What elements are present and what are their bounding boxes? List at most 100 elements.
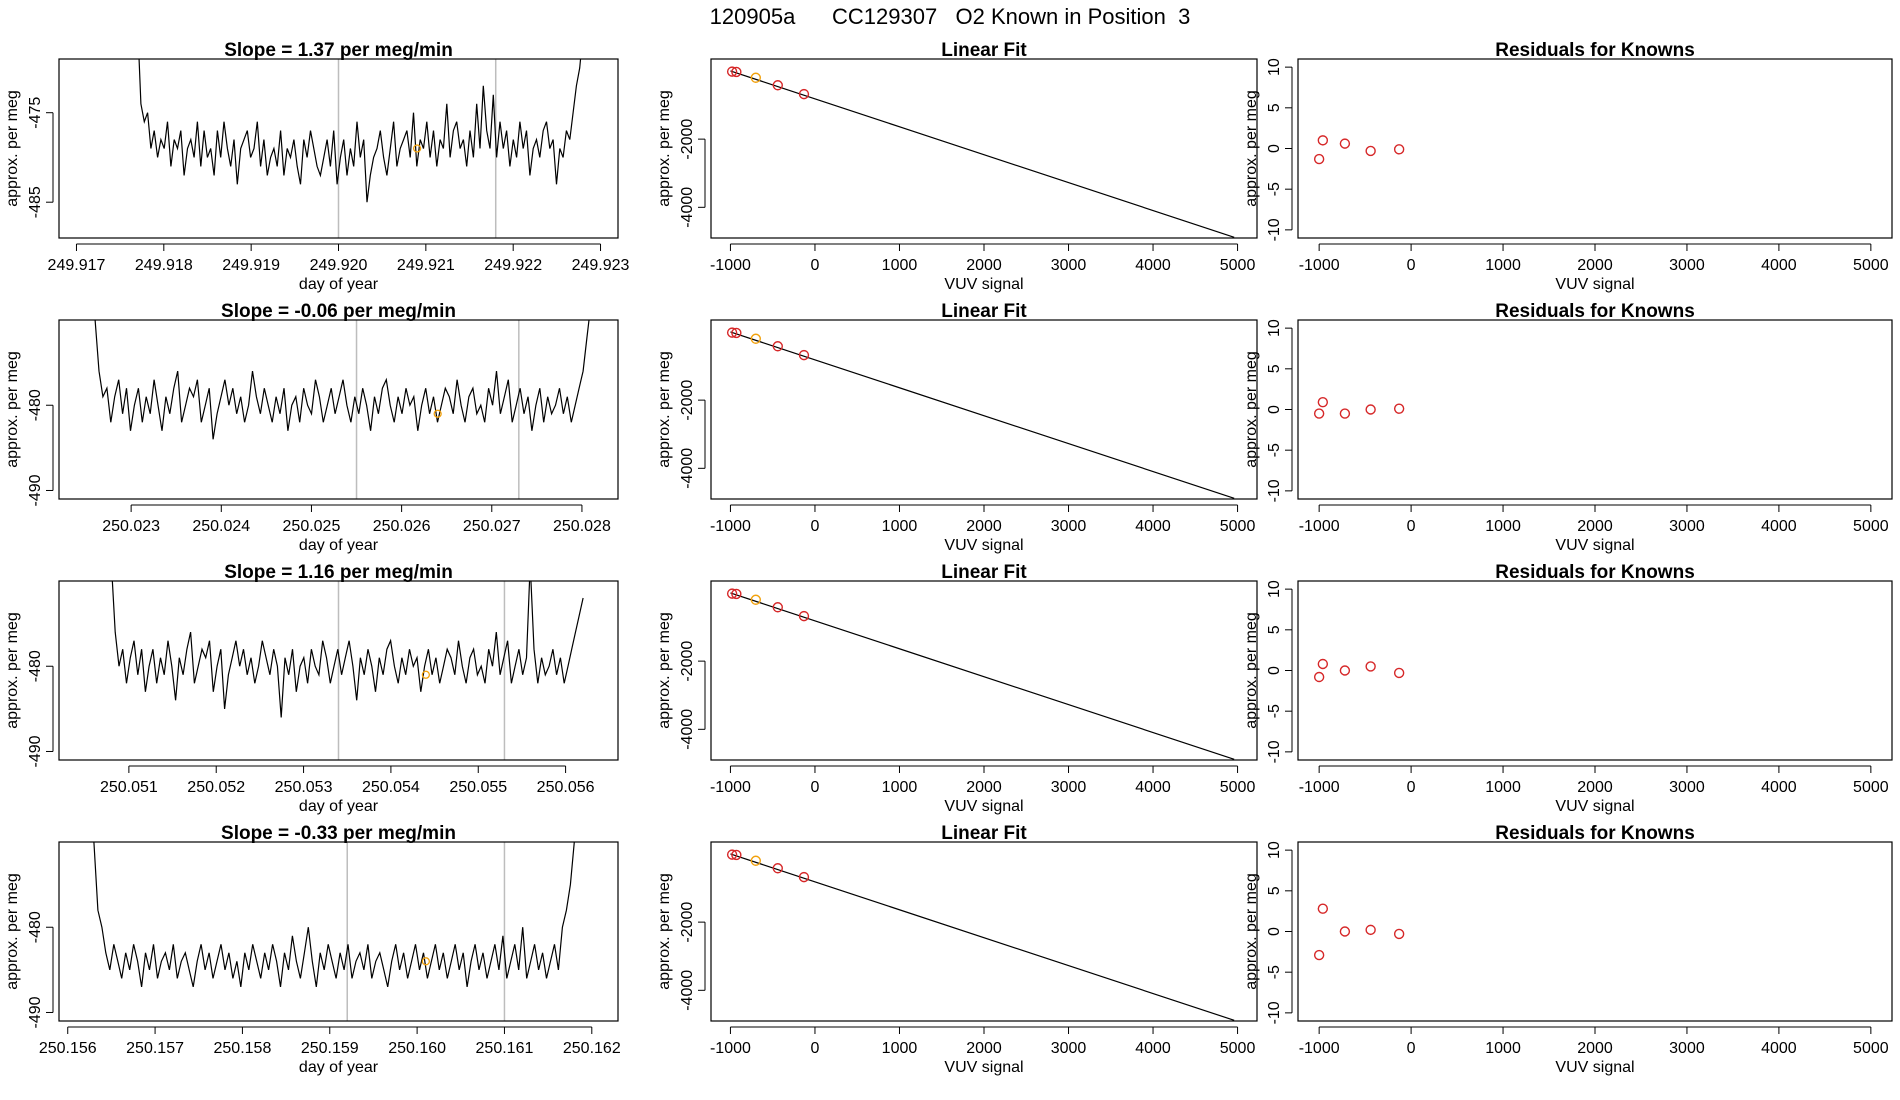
y-axis-label: approx. per meg <box>656 351 673 468</box>
unknown-point <box>750 72 761 83</box>
x-axis-label: VUV signal <box>1555 1059 1634 1076</box>
y-tick-label: -10 <box>1266 479 1283 502</box>
y-axis-label: approx. per meg <box>1243 351 1260 468</box>
known-point <box>1365 661 1376 672</box>
y-tick-label: -475 <box>27 97 44 129</box>
x-tick-label: 249.920 <box>310 257 368 274</box>
x-tick-label: 5000 <box>1853 518 1889 535</box>
x-tick-label: 250.158 <box>214 1040 272 1057</box>
known-point <box>1339 926 1351 937</box>
plot-frame <box>710 58 1258 239</box>
fit-line <box>730 853 1235 1021</box>
x-tick-label: 250.055 <box>449 779 507 796</box>
x-tick-label: 250.056 <box>537 779 595 796</box>
y-axis-label: approx. per meg <box>656 90 673 207</box>
x-tick-label: 1000 <box>882 518 918 535</box>
x-tick-label: 0 <box>811 518 820 535</box>
y-tick-label: -480 <box>27 650 44 682</box>
data-series-line <box>138 59 582 203</box>
unknown-point <box>433 409 442 418</box>
x-tick-label: 250.053 <box>275 779 333 796</box>
y-tick-label: 0 <box>1266 405 1283 414</box>
x-tick-label: 2000 <box>1577 518 1613 535</box>
y-tick-label: -4000 <box>679 709 696 750</box>
y-tick-label: -2000 <box>679 641 696 682</box>
y-tick-label: -10 <box>1266 1001 1283 1024</box>
x-axis-label: VUV signal <box>944 537 1023 554</box>
known-point <box>726 849 738 860</box>
chart-panel-2-2: Linear Fit VUV signal approx. per meg -1000… <box>656 301 1258 554</box>
plot-frame <box>1297 319 1893 500</box>
x-tick-label: 2000 <box>1577 779 1613 796</box>
x-axis-label: day of year <box>299 537 379 554</box>
y-tick-label: 10 <box>1266 580 1283 598</box>
chart-panel-2-1: Linear Fit VUV signal approx. per meg -1000… <box>656 40 1258 293</box>
x-tick-label: 1000 <box>1485 779 1521 796</box>
x-tick-label: -1000 <box>710 779 751 796</box>
data-series-line <box>93 842 575 988</box>
plot-area <box>726 327 1235 499</box>
x-tick-label: 250.024 <box>192 518 250 535</box>
x-tick-label: 2000 <box>1577 257 1613 274</box>
chart-panel-3-2: Residuals for Knowns VUV signal approx. pe… <box>1243 301 1893 554</box>
x-tick-label: -1000 <box>1299 779 1340 796</box>
known-point <box>1339 665 1351 676</box>
y-tick-label: 5 <box>1266 364 1283 373</box>
y-axis-label: approx. per meg <box>4 873 21 990</box>
chart-title: Slope = 1.16 per meg/min <box>224 562 453 583</box>
y-tick-label: -10 <box>1266 740 1283 763</box>
y-axis-label: approx. per meg <box>656 873 673 990</box>
x-tick-label: 4000 <box>1761 518 1797 535</box>
y-axis-label: approx. per meg <box>1243 612 1260 729</box>
unknown-point <box>412 144 422 153</box>
chart-title: Residuals for Knowns <box>1495 562 1695 583</box>
chart-panel-1-2: Slope = -0.06 per meg/min day of year appr… <box>4 301 619 554</box>
x-axis-label: VUV signal <box>1555 537 1634 554</box>
x-tick-label: 5000 <box>1853 257 1889 274</box>
x-tick-label: 250.023 <box>102 518 160 535</box>
chart-title: Linear Fit <box>941 301 1027 322</box>
known-point <box>1317 135 1329 146</box>
x-tick-label: 0 <box>811 257 820 274</box>
x-tick-label: 250.051 <box>100 779 158 796</box>
x-axis-label: day of year <box>299 1059 379 1076</box>
y-axis-label: approx. per meg <box>656 612 673 729</box>
plot-frame <box>1297 580 1893 761</box>
unknown-point <box>750 594 761 605</box>
unknown-point <box>421 957 430 966</box>
x-axis-label: VUV signal <box>944 798 1023 815</box>
chart-title: Linear Fit <box>941 823 1027 844</box>
x-tick-label: -1000 <box>710 257 751 274</box>
y-tick-label: -4000 <box>679 187 696 228</box>
known-point <box>1393 403 1405 414</box>
y-tick-label: -2000 <box>679 380 696 421</box>
y-tick-label: -5 <box>1266 965 1283 979</box>
plot-area <box>138 59 582 238</box>
y-tick-label: -2000 <box>679 119 696 160</box>
y-tick-label: -4000 <box>679 970 696 1011</box>
x-axis-label: day of year <box>299 276 379 293</box>
x-tick-label: 1000 <box>1485 518 1521 535</box>
x-tick-label: 0 <box>811 1040 820 1057</box>
y-tick-label: 0 <box>1266 144 1283 153</box>
x-tick-label: 249.919 <box>222 257 280 274</box>
known-point <box>772 863 783 874</box>
x-tick-label: 3000 <box>1669 518 1705 535</box>
known-point <box>1313 949 1325 961</box>
y-tick-label: -4000 <box>679 448 696 489</box>
x-axis-label: day of year <box>299 798 379 815</box>
x-tick-label: 0 <box>1407 779 1416 796</box>
x-tick-label: 249.921 <box>397 257 455 274</box>
known-point <box>726 588 738 599</box>
plot-area <box>1313 396 1405 419</box>
x-tick-label: 5000 <box>1220 518 1256 535</box>
x-tick-label: 1000 <box>882 779 918 796</box>
chart-panel-3-4: Residuals for Knowns VUV signal approx. pe… <box>1243 823 1893 1076</box>
x-tick-label: 0 <box>811 779 820 796</box>
y-tick-label: -480 <box>27 911 44 943</box>
x-tick-label: 250.026 <box>373 518 431 535</box>
chart-title: Slope = -0.06 per meg/min <box>221 301 456 322</box>
y-tick-label: -5 <box>1266 704 1283 718</box>
x-tick-label: 4000 <box>1761 257 1797 274</box>
x-tick-label: 2000 <box>966 518 1002 535</box>
